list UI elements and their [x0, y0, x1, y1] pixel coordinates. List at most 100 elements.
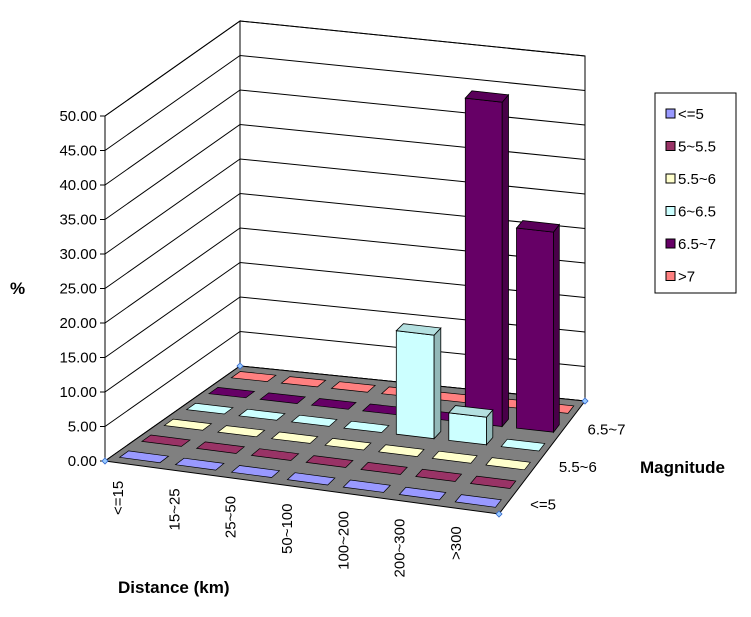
bar-side	[501, 93, 509, 428]
gridline	[104, 20, 586, 117]
bar-2-6	[485, 457, 531, 471]
bar-3-3	[343, 420, 390, 433]
chart-bars	[118, 90, 575, 508]
legend-label: 6~6.5	[678, 204, 716, 221]
y-axis-ticks: 0.00 5.00 10.00 15.00 20.00 25.00 30.00 35.00 40…	[59, 108, 105, 470]
y-tick-label: 5.00	[68, 419, 97, 436]
legend-swatch	[665, 173, 676, 184]
y-tick-label: 45.00	[59, 143, 97, 160]
legend-item: <=5	[665, 106, 704, 123]
bar-0-1	[174, 457, 225, 471]
depth-axis-ticks: <=5 5.5~6 6.5~7	[530, 421, 625, 513]
bar-4-1	[259, 392, 307, 404]
y-tick-label: 30.00	[59, 246, 97, 263]
bar-1-5	[415, 468, 463, 482]
series-0	[118, 450, 502, 508]
bar-1-1	[195, 441, 246, 454]
bar-5-0	[230, 371, 277, 382]
bar-top	[395, 323, 442, 336]
bar-2-2	[270, 431, 319, 444]
legend-label: 5.5~6	[678, 171, 716, 188]
legend-label: 6.5~7	[678, 236, 716, 253]
series-1	[140, 434, 517, 489]
bar-front	[516, 227, 554, 433]
bar-4-2	[310, 398, 357, 410]
bar-top	[447, 405, 494, 418]
x-tick-label: 25~50	[223, 496, 240, 538]
y-tick-label: 20.00	[59, 315, 97, 332]
x-tick-label: <=15	[110, 481, 127, 515]
depth-tick-label: <=5	[530, 497, 556, 514]
gridline	[104, 54, 586, 151]
bar-front	[395, 330, 435, 440]
y-tick-label: 40.00	[59, 177, 97, 194]
legend-item: 6.5~7	[665, 236, 716, 253]
x-tick-label: 200~300	[392, 519, 409, 578]
bar-2-3	[324, 438, 372, 451]
bar-0-4	[342, 479, 392, 493]
legend-label: 5~5.5	[678, 139, 716, 156]
bar-1-3	[305, 455, 354, 468]
y-tick-label: 0.00	[68, 453, 97, 470]
depth-tick-label: 5.5~6	[559, 459, 597, 476]
x-tick-label: >300	[448, 526, 465, 560]
legend-swatch	[665, 206, 676, 216]
series-3	[185, 323, 546, 452]
bar-4-0	[207, 387, 256, 399]
x-axis-title: Distance (km)	[118, 578, 229, 597]
bar-0-2	[230, 465, 281, 478]
legend-swatch	[665, 141, 676, 151]
bar-3-6	[500, 438, 546, 452]
legend-item: 5.5~6	[665, 171, 716, 188]
bar-3-1	[238, 408, 286, 421]
bar-4-6	[515, 220, 561, 434]
axis-corner-marker	[101, 457, 109, 465]
legend-swatch	[665, 108, 676, 119]
x-tick-label: 100~200	[335, 511, 352, 570]
bar-2-1	[217, 425, 266, 438]
bar-side	[433, 326, 442, 440]
y-tick-label: 35.00	[59, 212, 97, 229]
bar-1-4	[360, 462, 408, 475]
bar-1-2	[250, 448, 300, 461]
bar-2-4	[377, 444, 425, 457]
legend-item: 6~6.5	[665, 204, 716, 221]
legend-swatch	[665, 271, 676, 281]
bar-3-4	[395, 323, 442, 440]
bar-0-0	[118, 450, 170, 464]
bar-1-6	[469, 475, 517, 489]
axis-corner-marker	[495, 510, 503, 518]
y-axis-title: %	[10, 279, 25, 298]
legend-item: 5~5.5	[665, 139, 716, 156]
x-tick-label: 15~25	[166, 488, 183, 530]
x-tick-label: 50~100	[279, 504, 296, 554]
y-tick-label: 15.00	[59, 350, 97, 367]
depth-tick-label: 6.5~7	[588, 421, 626, 438]
bar-1-0	[140, 434, 191, 447]
y-tick-label: 10.00	[59, 384, 97, 401]
bar-0-3	[286, 472, 336, 486]
y-tick-label: 50.00	[59, 108, 97, 125]
axis-corner-marker	[581, 397, 589, 405]
bar-3-0	[185, 402, 234, 415]
bar-2-5	[431, 450, 478, 464]
bar-front	[464, 97, 503, 427]
bar-3-2	[290, 414, 338, 427]
legend-label: >7	[678, 269, 695, 286]
x-axis-ticks: <=15 15~25 25~50 50~100 100~200 200~300 >300	[110, 481, 465, 578]
legend-item: >7	[665, 269, 695, 286]
bar-top	[464, 90, 510, 103]
bar-side	[553, 223, 560, 434]
series-2	[163, 418, 531, 471]
bar-front	[448, 412, 487, 446]
legend-box	[654, 92, 737, 294]
bar-5-2	[330, 381, 377, 393]
bar-0-6	[454, 494, 502, 508]
bar-top	[515, 220, 561, 233]
bar-4-5	[464, 90, 510, 428]
bar-2-0	[163, 418, 213, 431]
bar-3-5	[447, 405, 494, 446]
axis-corner-marker	[236, 362, 244, 370]
depth-axis-title: Magnitude	[640, 458, 725, 477]
